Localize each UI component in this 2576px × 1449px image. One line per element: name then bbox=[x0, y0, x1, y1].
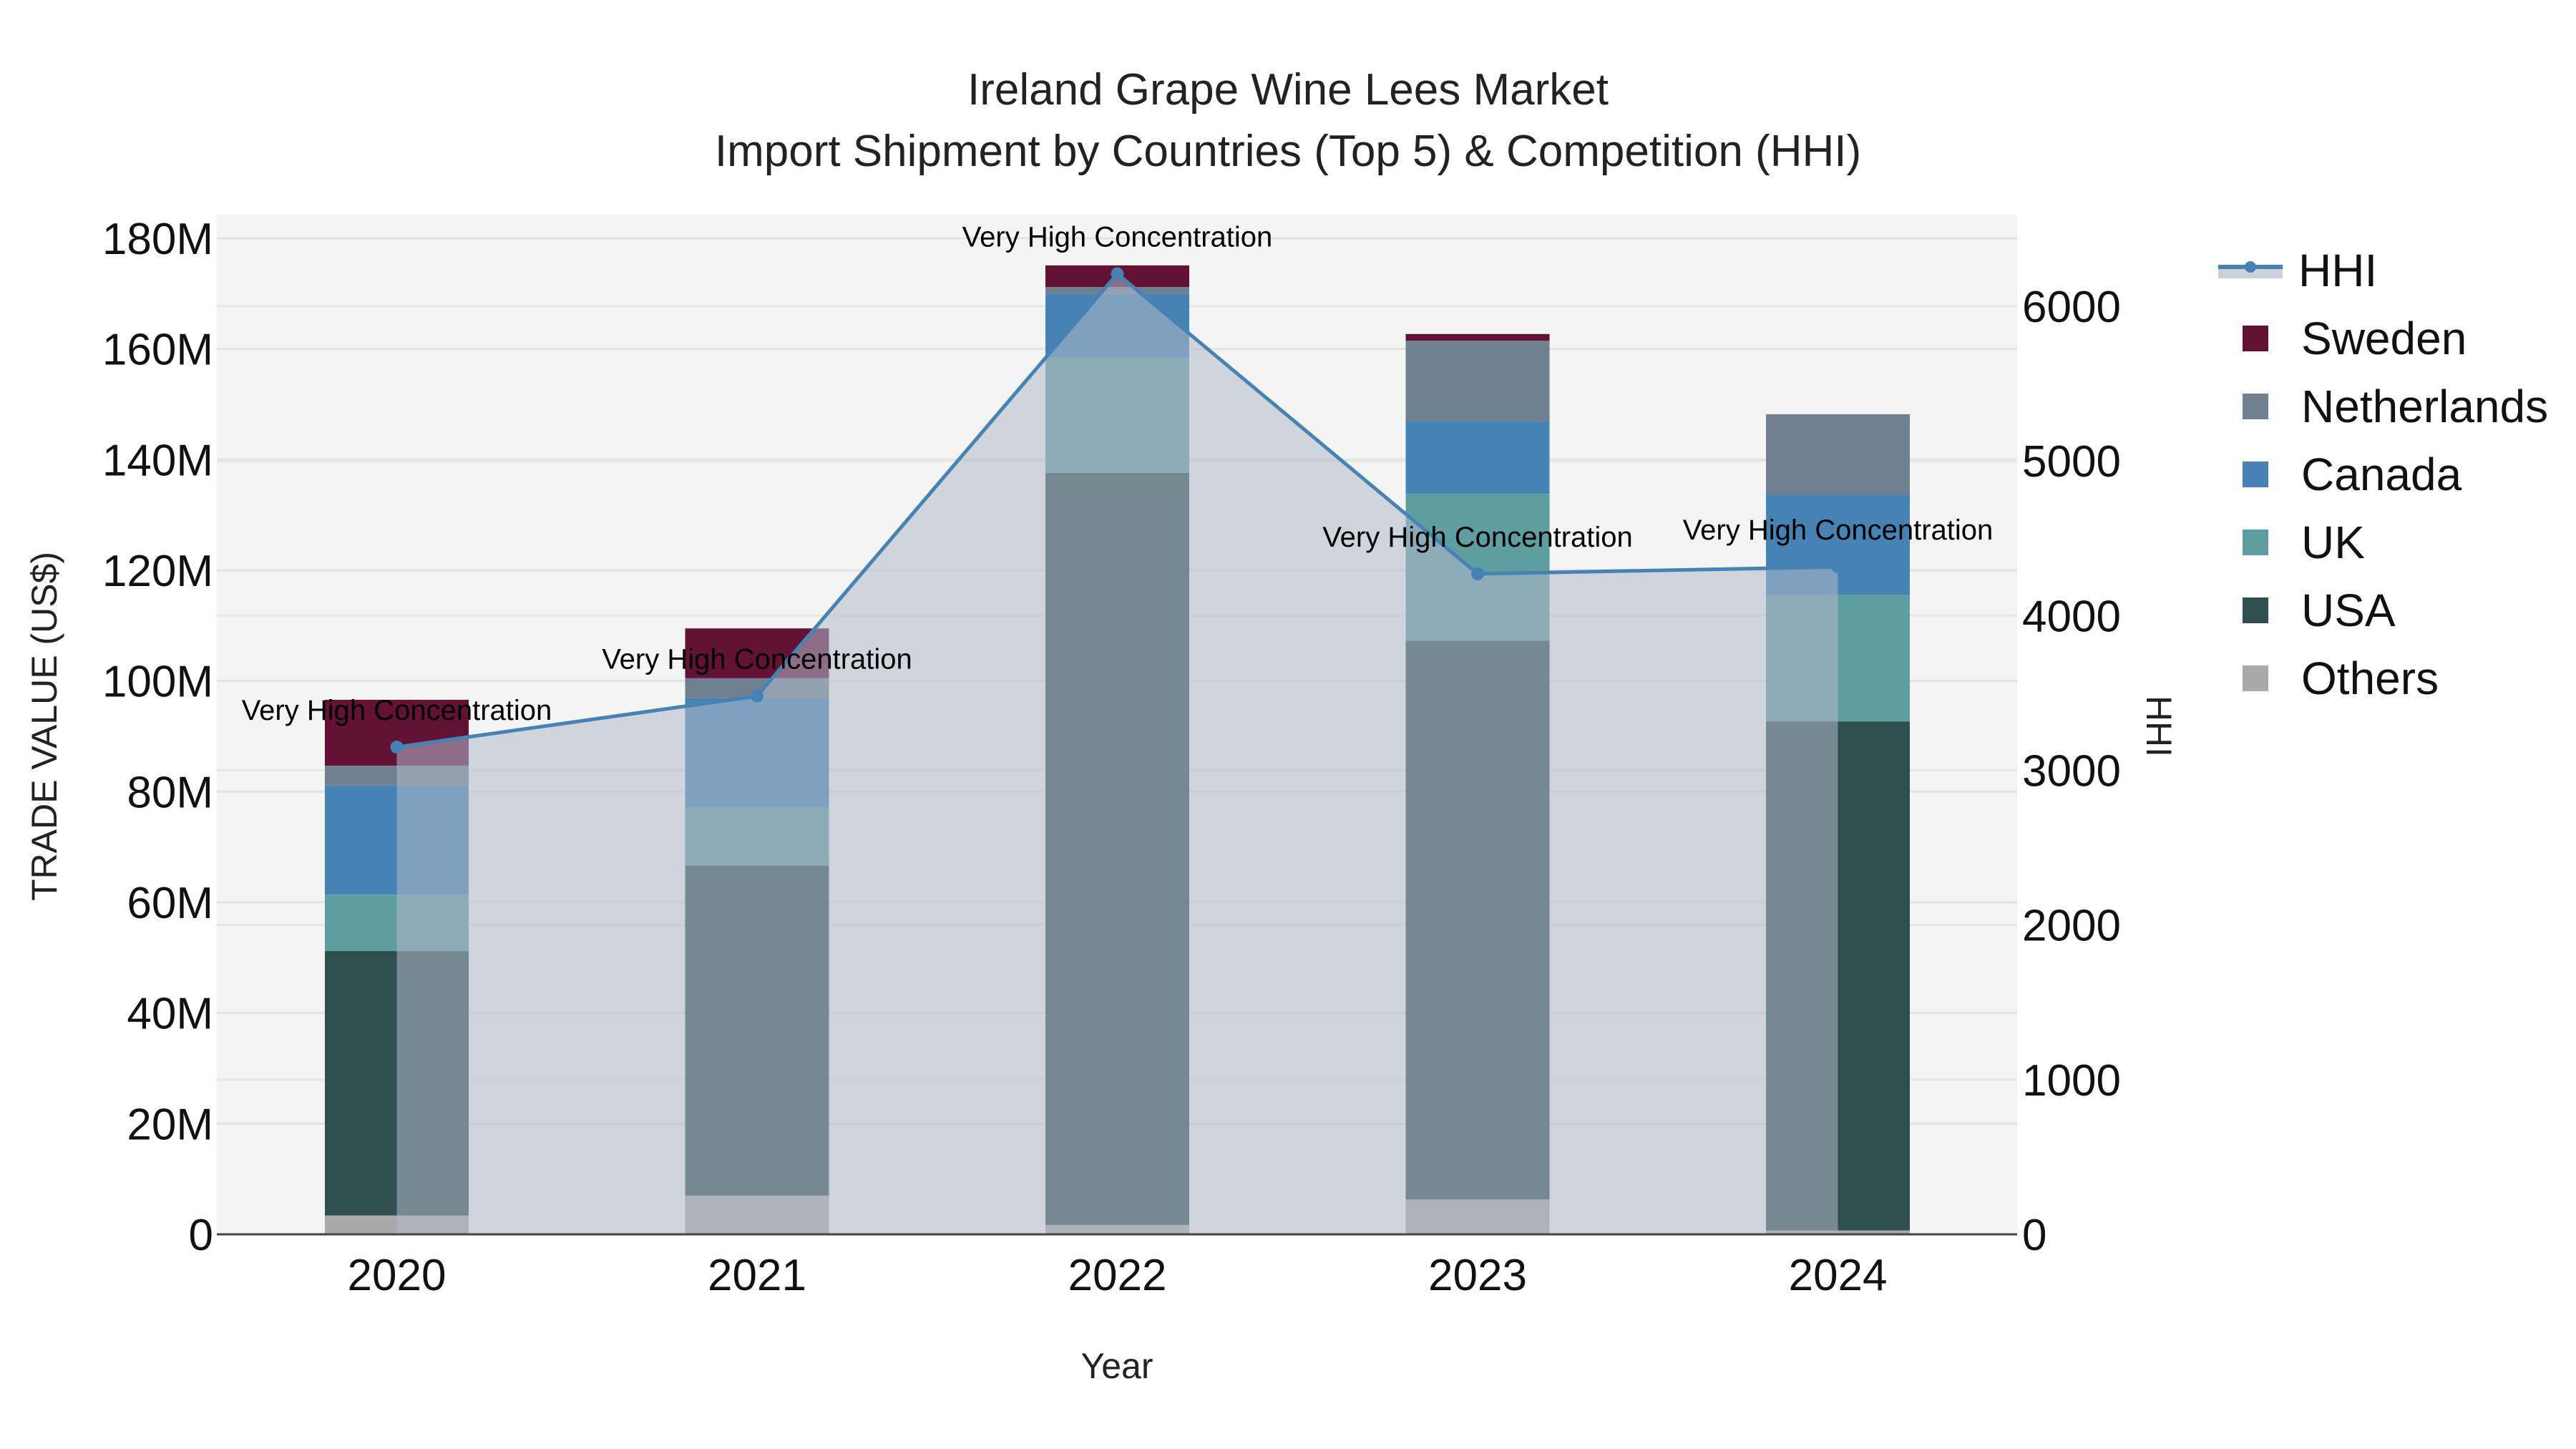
svg-text:2000: 2000 bbox=[2022, 902, 2121, 951]
line-marker-icon bbox=[2218, 260, 2283, 280]
color-swatch-icon bbox=[2243, 597, 2268, 623]
chart-subtitle: Import Shipment by Countries (Top 5) & C… bbox=[714, 127, 1862, 176]
svg-text:160M: 160M bbox=[102, 326, 213, 375]
color-swatch-icon bbox=[2243, 393, 2268, 419]
legend: HHI Sweden Netherlands Canada UK USA Oth… bbox=[2218, 236, 2548, 712]
svg-text:Very High Concentration: Very High Concentration bbox=[1683, 514, 1994, 546]
svg-text:0: 0 bbox=[189, 1211, 213, 1260]
legend-item-hhi[interactable]: HHI bbox=[2218, 236, 2548, 304]
y-axis-left-ticks: 0 20M 40M 60M 80M 100M 120M 140M 160M 180M bbox=[102, 215, 213, 1260]
svg-text:120M: 120M bbox=[102, 547, 213, 596]
svg-text:3000: 3000 bbox=[2022, 747, 2121, 796]
bar-segment-netherlands[interactable] bbox=[1405, 341, 1550, 421]
bar-segment-canada[interactable] bbox=[1405, 421, 1550, 494]
svg-text:Very High Concentration: Very High Concentration bbox=[602, 644, 912, 675]
y-axis-left-title: TRADE VALUE (US$) bbox=[24, 551, 64, 902]
hhi-point[interactable] bbox=[751, 689, 763, 703]
svg-text:2021: 2021 bbox=[708, 1251, 806, 1300]
svg-text:2024: 2024 bbox=[1789, 1251, 1888, 1300]
svg-text:Very High Concentration: Very High Concentration bbox=[962, 222, 1273, 253]
y-axis-right-ticks: 0 1000 2000 3000 4000 5000 6000 bbox=[2022, 283, 2121, 1260]
bar-segment-sweden[interactable] bbox=[1405, 333, 1550, 341]
hhi-point[interactable] bbox=[1111, 267, 1124, 280]
svg-text:Very High Concentration: Very High Concentration bbox=[242, 695, 552, 726]
svg-text:100M: 100M bbox=[102, 658, 213, 707]
hhi-line bbox=[390, 267, 1845, 1235]
legend-item-sweden[interactable]: Sweden bbox=[2218, 304, 2548, 372]
svg-text:2023: 2023 bbox=[1428, 1251, 1527, 1300]
color-swatch-icon bbox=[2243, 325, 2268, 351]
legend-label: Sweden bbox=[2301, 312, 2467, 364]
color-swatch-icon bbox=[2243, 461, 2268, 487]
chart-title: Ireland Grape Wine Lees Market bbox=[967, 65, 1609, 114]
svg-text:80M: 80M bbox=[127, 768, 213, 817]
svg-text:180M: 180M bbox=[102, 215, 213, 264]
legend-label: USA bbox=[2301, 584, 2396, 636]
svg-text:2022: 2022 bbox=[1068, 1251, 1167, 1300]
legend-item-others[interactable]: Others bbox=[2218, 644, 2548, 712]
hhi-annotations: Very High Concentration Very High Concent… bbox=[242, 222, 1994, 726]
hhi-point[interactable] bbox=[390, 741, 404, 754]
svg-text:2020: 2020 bbox=[348, 1251, 447, 1300]
legend-label: Others bbox=[2301, 652, 2439, 704]
svg-text:1000: 1000 bbox=[2022, 1056, 2121, 1106]
legend-label: Netherlands bbox=[2301, 380, 2549, 432]
svg-text:5000: 5000 bbox=[2022, 437, 2121, 487]
legend-item-canada[interactable]: Canada bbox=[2218, 440, 2548, 508]
legend-label: HHI bbox=[2298, 244, 2378, 296]
svg-text:4000: 4000 bbox=[2022, 592, 2121, 641]
color-swatch-icon bbox=[2243, 665, 2268, 691]
x-axis-title: Year bbox=[1080, 1346, 1153, 1386]
svg-text:6000: 6000 bbox=[2022, 283, 2121, 332]
svg-text:20M: 20M bbox=[127, 1100, 213, 1149]
bar-segment-netherlands[interactable] bbox=[1766, 414, 1910, 495]
legend-label: UK bbox=[2301, 516, 2365, 568]
svg-text:0: 0 bbox=[2022, 1211, 2046, 1260]
svg-text:Very High Concentration: Very High Concentration bbox=[1322, 522, 1633, 553]
hhi-point[interactable] bbox=[1831, 560, 1845, 574]
legend-item-netherlands[interactable]: Netherlands bbox=[2218, 372, 2548, 440]
color-swatch-icon bbox=[2243, 529, 2268, 555]
svg-text:140M: 140M bbox=[102, 436, 213, 485]
svg-text:40M: 40M bbox=[127, 990, 213, 1039]
legend-item-usa[interactable]: USA bbox=[2218, 576, 2548, 644]
legend-label: Canada bbox=[2301, 448, 2462, 500]
legend-item-uk[interactable]: UK bbox=[2218, 508, 2548, 576]
hhi-point[interactable] bbox=[1471, 567, 1484, 580]
svg-text:60M: 60M bbox=[127, 879, 213, 928]
x-axis-ticks: 2020 2021 2022 2023 2024 bbox=[348, 1251, 1888, 1300]
y-axis-right-title: HHI bbox=[2139, 695, 2179, 758]
